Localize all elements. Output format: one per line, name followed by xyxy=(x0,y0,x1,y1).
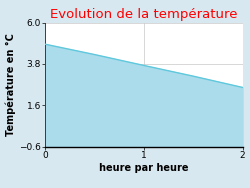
Title: Evolution de la température: Evolution de la température xyxy=(50,8,238,21)
Y-axis label: Température en °C: Température en °C xyxy=(6,33,16,136)
X-axis label: heure par heure: heure par heure xyxy=(99,163,188,173)
